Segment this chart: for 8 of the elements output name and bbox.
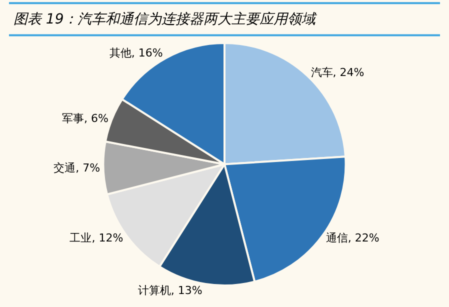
slice-label: 计算机, 13% (138, 284, 202, 297)
slice-label: 交通, 7% (54, 162, 100, 175)
slice-label: 军事, 6% (62, 112, 108, 126)
slice-label: 工业, 12% (70, 231, 124, 244)
slice-label: 通信, 22% (326, 231, 380, 244)
slice-label: 其他, 16% (109, 46, 163, 60)
chart-title: 图表 19：汽车和通信为连接器两大主要应用领域 (13, 11, 318, 28)
slice-label: 汽车, 24% (310, 66, 364, 79)
